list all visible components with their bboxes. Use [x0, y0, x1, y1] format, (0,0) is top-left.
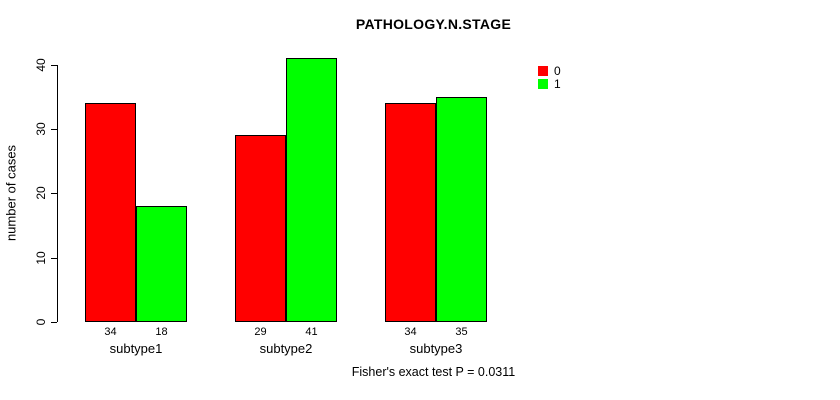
category-label-subtype2: subtype2 — [259, 341, 313, 356]
bar-count-label: 34 — [104, 326, 117, 338]
bar-subtype2-group-1 — [286, 58, 337, 322]
y-tick-label: 40 — [34, 58, 48, 72]
category-label-subtype3: subtype3 — [409, 341, 463, 356]
y-tick-label: 30 — [34, 122, 48, 136]
bar-subtype1-group-1 — [136, 206, 187, 322]
bar-subtype2-group-0 — [235, 135, 286, 322]
y-tick-label: 20 — [34, 186, 48, 200]
bar-subtype1-group-0 — [85, 103, 136, 322]
legend-item-0: 0 — [538, 64, 561, 78]
y-tick-label: 0 — [34, 318, 48, 326]
bar-subtype3-group-1 — [436, 97, 487, 322]
y-tick-mark — [51, 258, 57, 259]
legend-label-0: 0 — [554, 64, 561, 78]
legend-swatch-0 — [538, 66, 548, 76]
y-tick-mark — [51, 322, 57, 323]
bar-subtype3-group-0 — [385, 103, 436, 322]
chart-title: PATHOLOGY.N.STAGE — [355, 16, 512, 32]
y-tick-mark — [51, 65, 57, 66]
annotation-text: Fisher's exact test P = 0.0311 — [351, 365, 516, 379]
bar-count-label: 29 — [254, 326, 267, 338]
y-tick-mark — [51, 129, 57, 130]
legend-swatch-1 — [538, 79, 548, 89]
y-axis-line — [57, 65, 58, 322]
y-tick-label: 10 — [34, 251, 48, 265]
bar-count-label: 41 — [305, 326, 318, 338]
y-tick-mark — [51, 193, 57, 194]
category-label-subtype1: subtype1 — [109, 341, 163, 356]
legend-item-1: 1 — [538, 77, 561, 91]
bar-count-label: 35 — [455, 326, 468, 338]
legend-label-1: 1 — [554, 77, 561, 91]
bar-count-label: 18 — [155, 326, 168, 338]
bar-count-label: 34 — [404, 326, 417, 338]
